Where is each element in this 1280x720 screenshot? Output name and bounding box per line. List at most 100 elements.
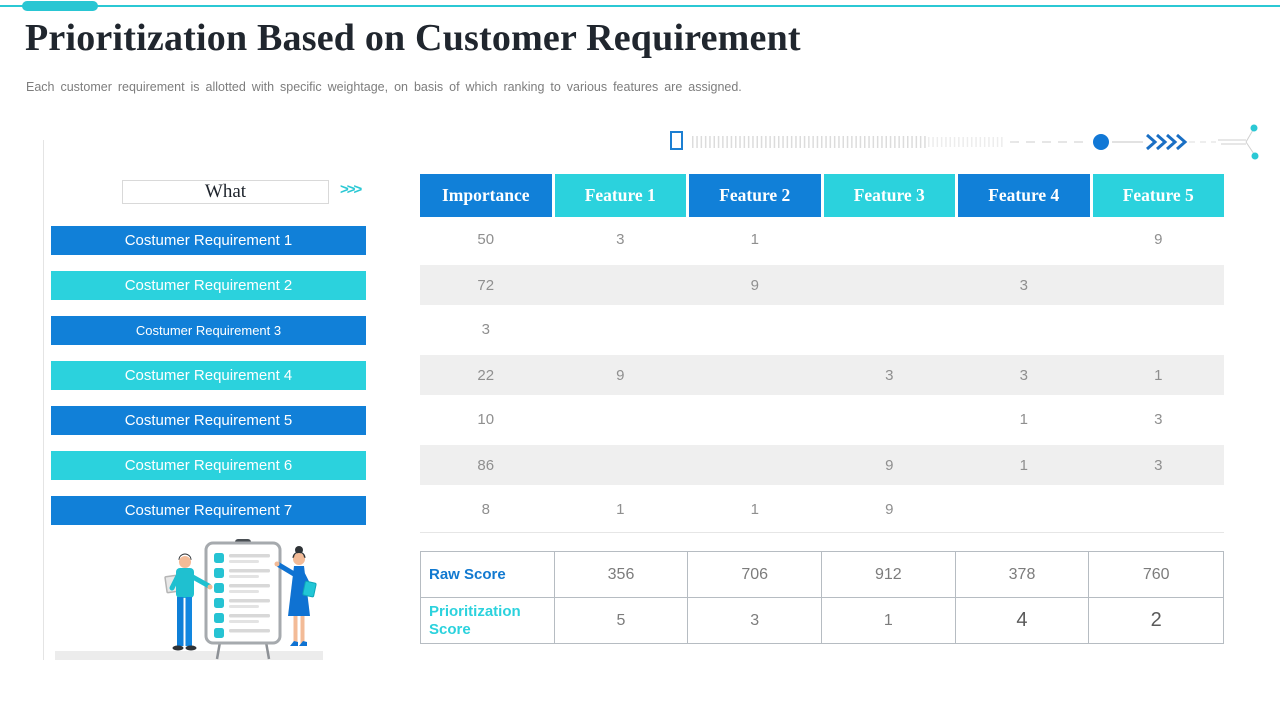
prioritization-score-label: Prioritization Score — [421, 598, 555, 643]
cell: 86 — [477, 456, 495, 474]
chevrons-right-icon: >>> — [340, 181, 362, 198]
cell — [689, 307, 821, 352]
raw-score-row: Raw Score 356 706 912 378 760 — [421, 552, 1223, 597]
cell — [1093, 265, 1225, 305]
column-header-importance: Importance — [420, 174, 552, 217]
raw-score-value: 356 — [555, 552, 689, 597]
raw-score-value: 706 — [688, 552, 822, 597]
score-table: Raw Score 356 706 912 378 760 Prioritiza… — [420, 551, 1224, 644]
what-label: What — [204, 181, 247, 202]
checklist-items — [214, 553, 270, 638]
cell — [555, 397, 687, 442]
table-row-5: 10 1 3 — [420, 397, 1224, 442]
panel-left-border — [43, 140, 44, 660]
table-row-6: 86 9 1 3 — [420, 442, 1224, 487]
top-accent-line — [0, 5, 1280, 7]
cell — [824, 397, 956, 442]
cell: 3 — [1154, 456, 1163, 474]
cell — [958, 307, 1090, 352]
priority-score-value: 3 — [688, 598, 822, 643]
woman-figure — [274, 546, 317, 646]
cell — [689, 397, 821, 442]
milestone-dot-icon — [1093, 134, 1109, 150]
prioritization-score-row: Prioritization Score 5 3 1 4 2 — [421, 597, 1223, 643]
cell — [555, 307, 687, 352]
cell: 9 — [616, 366, 625, 384]
fork-dot-top-icon — [1250, 124, 1258, 132]
table-row-3: 3 — [420, 307, 1224, 352]
board-leg — [215, 641, 222, 660]
priority-score-value: 1 — [822, 598, 956, 643]
fork-line-top — [1245, 129, 1254, 143]
cell: 72 — [477, 276, 495, 294]
requirement-bar-4: Costumer Requirement 4 — [51, 361, 366, 390]
cell — [689, 445, 821, 485]
raw-score-value: 760 — [1142, 565, 1170, 583]
column-header-feature-4: Feature 4 — [958, 174, 1090, 217]
table-row-2: 72 9 3 — [420, 262, 1224, 307]
column-header-feature-1: Feature 1 — [554, 174, 686, 217]
cell: 9 — [750, 276, 759, 294]
cell — [1093, 307, 1225, 352]
priority-score-value: 4 — [956, 598, 1090, 643]
cell — [824, 307, 956, 352]
people-checklist-illustration — [164, 539, 317, 660]
raw-score-value: 378 — [956, 552, 1090, 597]
man-figure — [164, 553, 213, 651]
table-row-4: 22 9 3 3 1 — [420, 352, 1224, 397]
requirement-bar-3: Costumer Requirement 3 — [51, 316, 366, 345]
what-label-box: What — [122, 180, 329, 204]
requirement-bar-1: Costumer Requirement 1 — [51, 226, 366, 255]
cell — [958, 487, 1090, 532]
cell: 3 — [1154, 411, 1163, 428]
cell: 3 — [1019, 366, 1028, 384]
cell: 3 — [616, 231, 625, 248]
cell: 22 — [477, 366, 495, 384]
cell — [1093, 487, 1225, 532]
fork-line-bottom — [1245, 141, 1255, 155]
fork-dot-bottom-icon — [1251, 152, 1259, 160]
raw-score-label: Raw Score — [421, 552, 555, 597]
illustration-ground-strip — [55, 651, 323, 660]
matrix-body: 50 3 1 9 72 9 3 3 — [420, 217, 1224, 533]
cell: 1 — [616, 501, 625, 518]
cell — [824, 265, 956, 305]
cell: 1 — [750, 231, 759, 248]
cell: 9 — [885, 501, 894, 518]
cell — [958, 217, 1090, 262]
square-outline-icon — [670, 131, 683, 150]
cell: 3 — [481, 321, 490, 338]
table-row-7: 8 1 1 9 — [420, 487, 1224, 532]
cell: 1 — [1154, 366, 1163, 384]
cell — [689, 355, 821, 395]
cell: 1 — [1019, 456, 1028, 474]
column-header-feature-5: Feature 5 — [1092, 174, 1224, 217]
requirement-bar-6: Costumer Requirement 6 — [51, 451, 366, 480]
cell: 50 — [477, 231, 495, 248]
prioritization-matrix: Importance Feature 1 Feature 2 Feature 3… — [420, 174, 1224, 533]
cell — [824, 217, 956, 262]
cell — [555, 265, 687, 305]
cell: 3 — [1019, 276, 1028, 294]
column-header-feature-2: Feature 2 — [689, 174, 821, 217]
cell — [555, 445, 687, 485]
board-leg — [264, 641, 271, 660]
cell: 1 — [750, 501, 759, 518]
matrix-header-row: Importance Feature 1 Feature 2 Feature 3… — [420, 174, 1224, 217]
column-header-feature-3: Feature 3 — [823, 174, 955, 217]
priority-score-value: 2 — [1150, 609, 1162, 631]
cell: 9 — [885, 456, 894, 474]
priority-score-value: 5 — [555, 598, 689, 643]
cell: 8 — [481, 501, 490, 518]
page-title: Prioritization Based on Customer Require… — [25, 17, 801, 59]
top-accent-pill — [22, 1, 98, 11]
page-subtitle: Each customer requirement is allotted wi… — [26, 80, 742, 94]
cell: 9 — [1154, 231, 1163, 248]
requirement-bar-5: Costumer Requirement 5 — [51, 406, 366, 435]
chevrons-right-icon — [1146, 133, 1188, 151]
cell: 3 — [885, 366, 894, 384]
table-row-1: 50 3 1 9 — [420, 217, 1224, 262]
timeline-decoration — [670, 124, 1259, 160]
requirement-bar-2: Costumer Requirement 2 — [51, 271, 366, 300]
